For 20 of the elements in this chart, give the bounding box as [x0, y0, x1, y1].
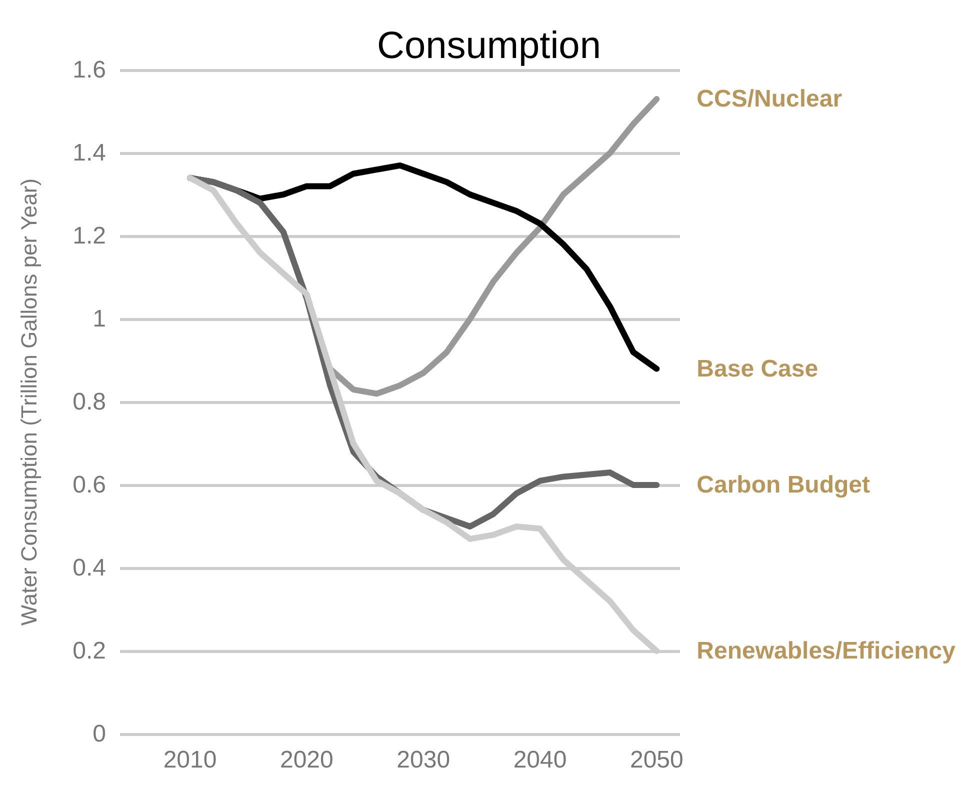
y-tick-label: 0.2 [72, 638, 106, 664]
y-tick-label: 0 [92, 720, 106, 748]
series-label: CCS/Nuclear [696, 86, 842, 113]
y-axis-title: Water Consumption (Trillion Gallons per Year) [16, 178, 42, 626]
chart-title: Consumption [377, 25, 601, 67]
y-tick-label: 0.4 [72, 554, 106, 582]
y-tick-label: 0.8 [72, 388, 106, 416]
series-label: Renewables/Efficiency [696, 638, 956, 664]
y-tick-label: 1 [92, 306, 106, 332]
y-tick-label: 0.6 [72, 472, 106, 498]
x-tick-label: 2030 [396, 746, 450, 774]
y-tick-label: 1.6 [72, 56, 106, 84]
series-label: Carbon Budget [696, 472, 870, 498]
x-tick-label: 2010 [163, 746, 217, 774]
series-label: Base Case [696, 355, 818, 382]
x-tick-label: 2040 [513, 746, 567, 774]
x-tick-label: 2050 [630, 746, 684, 774]
y-tick-label: 1.4 [72, 140, 106, 166]
x-tick-label: 2020 [280, 746, 334, 774]
y-tick-label: 1.2 [72, 222, 106, 250]
